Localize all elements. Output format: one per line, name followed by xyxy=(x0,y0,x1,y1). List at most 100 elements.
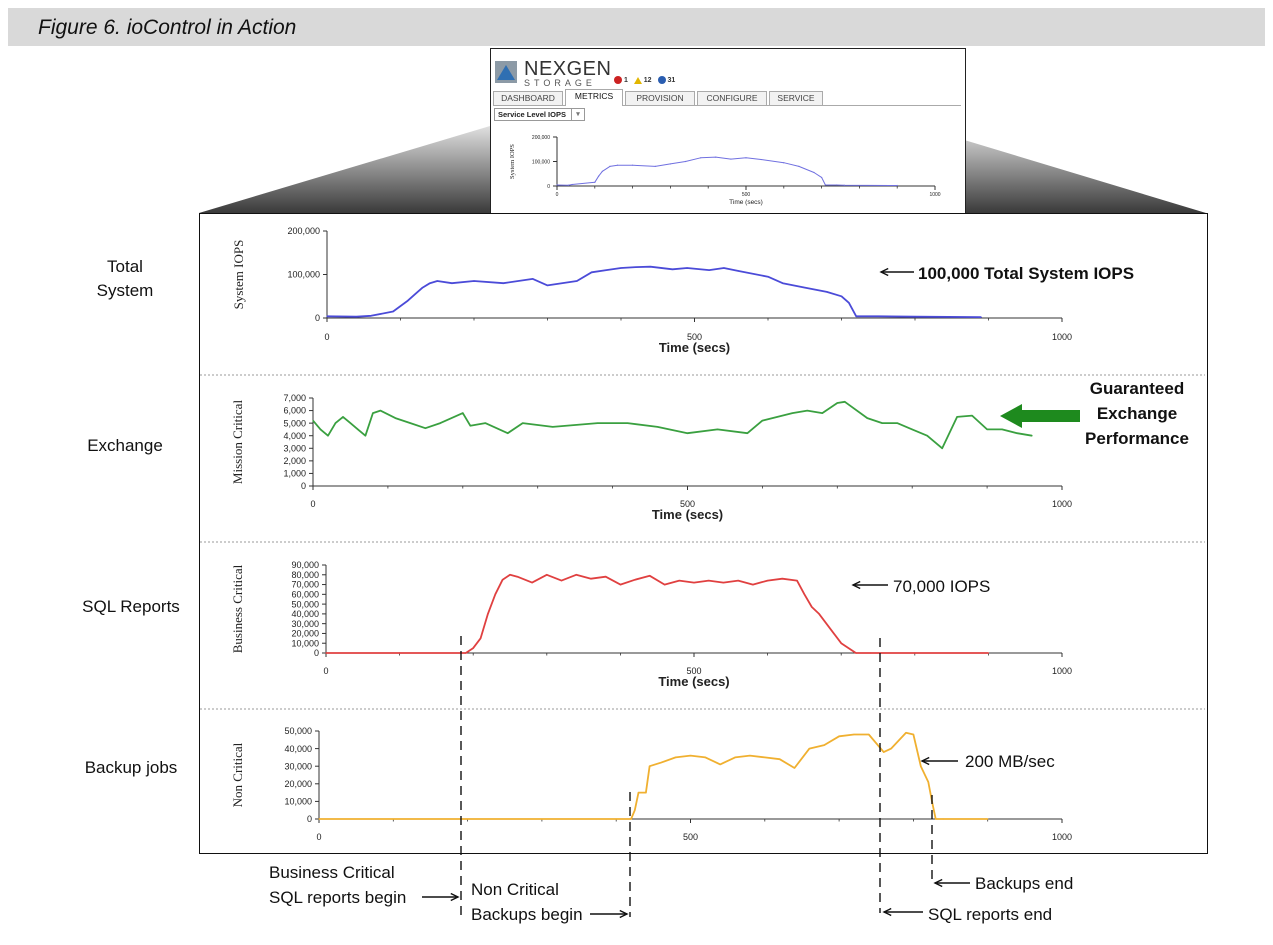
data-point xyxy=(487,613,489,615)
metric-select-value: Service Level IOPS xyxy=(498,110,566,119)
data-point xyxy=(407,300,409,302)
label-backup-begin-line2: Backups begin xyxy=(471,905,583,924)
y-tick-label: 5,000 xyxy=(283,418,306,428)
x-tick-label: 1000 xyxy=(1052,666,1072,676)
logo-triangle-icon xyxy=(497,65,515,80)
series-line-sql-reports xyxy=(326,573,989,654)
series-line-thumbnail xyxy=(556,156,898,186)
data-point xyxy=(342,416,344,418)
data-point xyxy=(986,428,988,431)
error-count: 1 xyxy=(623,76,628,84)
data-point xyxy=(319,428,322,431)
label-backup-begin-line1: Non Critical xyxy=(471,880,559,899)
data-point xyxy=(767,276,769,278)
data-point xyxy=(781,578,783,580)
chart-panel-4: 0 10,000 20,000 30,000 40,000 50,000 0 500 1000 N… xyxy=(230,726,1072,842)
x-tick-label: 500 xyxy=(687,332,702,342)
label-sql-begin-line2: SQL reports begin xyxy=(269,888,407,907)
error-badge[interactable]: 1 xyxy=(614,76,628,84)
arrow-head xyxy=(450,892,460,902)
data-point xyxy=(654,165,656,167)
data-point xyxy=(927,781,929,783)
data-point xyxy=(767,580,769,582)
funnel-right xyxy=(918,126,1206,213)
y-tick-label: 0 xyxy=(315,313,320,323)
chevron-down-icon: ▾ xyxy=(570,109,584,120)
tab-dashboard[interactable]: DASHBOARD xyxy=(493,91,563,105)
data-point xyxy=(912,733,915,736)
data-point xyxy=(745,157,747,159)
annotation-total-iops: 100,000 Total System IOPS xyxy=(918,264,1135,283)
y-tick-label: 100,000 xyxy=(532,159,550,165)
data-point xyxy=(465,652,467,654)
data-point xyxy=(556,184,558,186)
data-point xyxy=(626,422,629,424)
data-point xyxy=(1016,432,1018,434)
data-point xyxy=(590,578,592,580)
data-point xyxy=(848,302,850,304)
arrow-head xyxy=(920,756,930,766)
data-point xyxy=(502,282,504,284)
metric-select[interactable]: Service Level IOPS ▾ xyxy=(494,108,585,121)
data-point xyxy=(791,412,793,414)
x-tick-label: 0 xyxy=(310,499,315,509)
data-point xyxy=(877,315,879,317)
data-point xyxy=(746,432,749,434)
data-point xyxy=(821,176,823,179)
data-point xyxy=(689,755,692,757)
data-point xyxy=(806,409,808,412)
data-point xyxy=(357,428,359,431)
data-point xyxy=(439,422,441,424)
data-point xyxy=(853,733,855,736)
data-point xyxy=(764,756,766,759)
data-point xyxy=(678,580,680,582)
tab-provision[interactable]: PROVISION xyxy=(625,91,695,105)
data-point xyxy=(798,165,800,167)
x-tick-label: 0 xyxy=(556,192,559,198)
row-label-total-system: Total System xyxy=(96,257,154,300)
arrow-head xyxy=(879,267,889,277)
data-point xyxy=(616,164,619,166)
data-point xyxy=(896,184,898,187)
annotation-exchange: Guaranteed Exchange Performance xyxy=(1072,376,1202,451)
data-point xyxy=(881,422,883,424)
data-point xyxy=(325,652,327,654)
y-tick-label: 0 xyxy=(314,648,319,658)
data-point xyxy=(779,758,781,760)
data-point xyxy=(409,422,411,424)
y-tick-label: 90,000 xyxy=(291,560,319,570)
data-point xyxy=(532,278,534,280)
data-point xyxy=(793,767,796,769)
data-point xyxy=(843,184,845,186)
row-label-sql-reports: SQL Reports xyxy=(82,597,180,616)
y-axis-label: Non Critical xyxy=(230,742,245,807)
warning-badge[interactable]: 12 xyxy=(633,76,652,84)
x-tick-label: 500 xyxy=(683,832,698,842)
data-point xyxy=(738,270,740,272)
label-sql-begin-line1: Business Critical xyxy=(269,863,395,882)
data-point xyxy=(605,269,607,271)
label-backup-begin: Non Critical Backups begin xyxy=(471,877,583,927)
y-tick-label: 60,000 xyxy=(291,589,319,599)
tab-service[interactable]: SERVICE xyxy=(769,91,823,105)
tab-metrics[interactable]: METRICS xyxy=(565,89,623,106)
arrow-head xyxy=(619,909,629,919)
series-line-backup-jobs xyxy=(319,731,988,820)
data-point xyxy=(808,748,810,750)
data-point xyxy=(684,160,687,163)
data-point xyxy=(1001,428,1003,431)
data-point xyxy=(392,310,394,313)
data-point xyxy=(866,417,868,419)
data-point xyxy=(484,422,486,424)
data-point xyxy=(632,164,634,166)
x-tick-label: 1000 xyxy=(1052,832,1072,842)
annotation-backup-rate: 200 MB/sec xyxy=(965,752,1055,771)
data-point xyxy=(414,293,416,295)
y-tick-label: 30,000 xyxy=(291,619,319,629)
data-point xyxy=(424,427,426,429)
data-point xyxy=(824,184,826,186)
tab-configure[interactable]: CONFIGURE xyxy=(697,91,767,105)
figure-caption: Figure 6. ioControl in Action xyxy=(38,16,297,39)
data-point xyxy=(516,576,518,578)
info-badge[interactable]: 31 xyxy=(657,76,675,84)
